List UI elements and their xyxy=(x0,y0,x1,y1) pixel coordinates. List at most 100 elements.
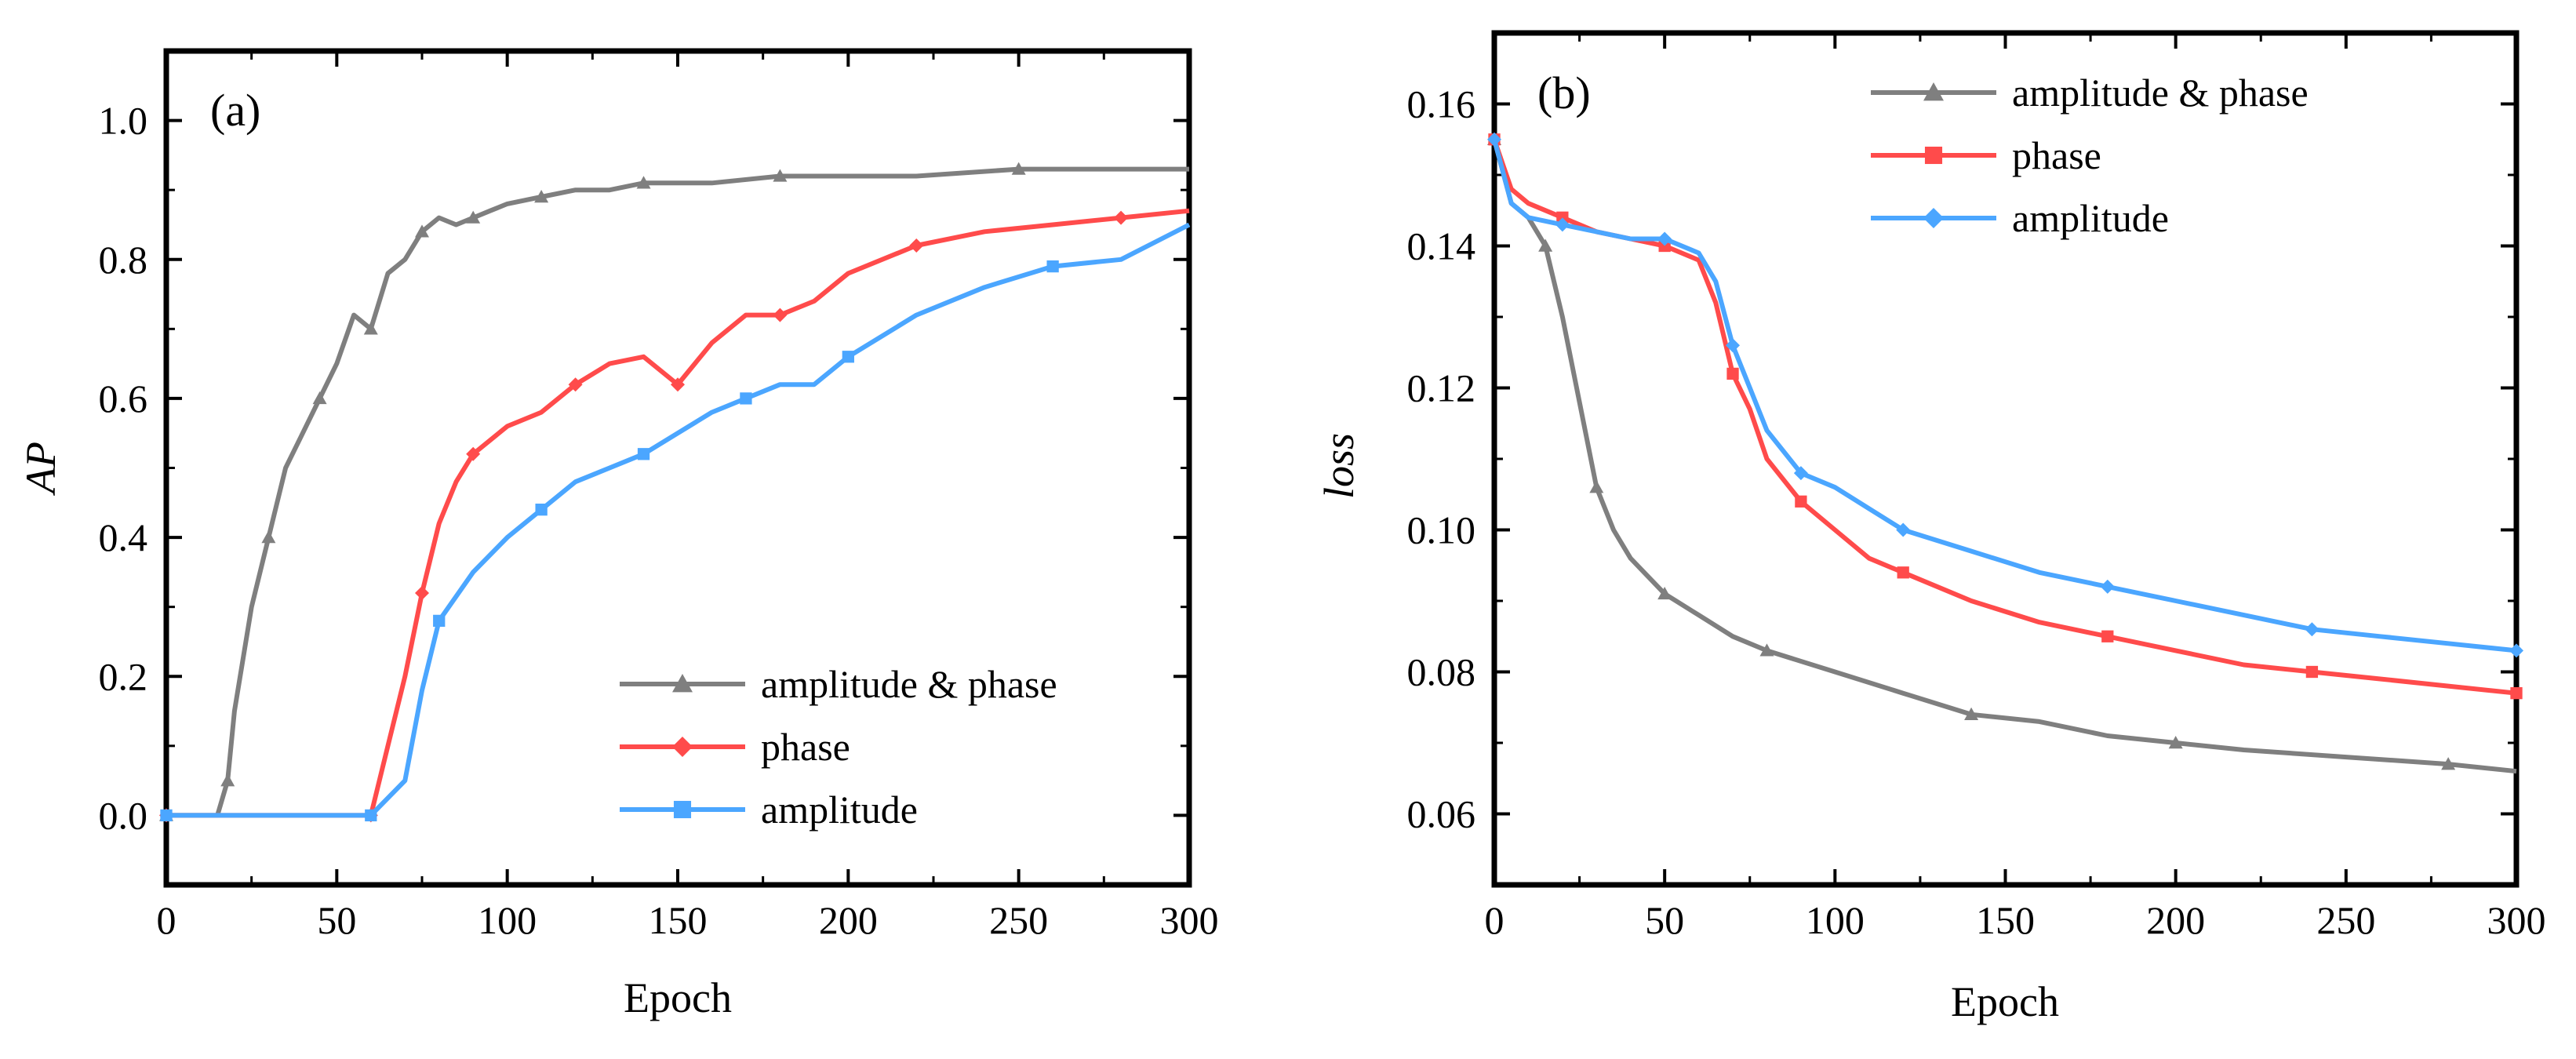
data-point xyxy=(1759,643,1774,657)
data-point xyxy=(1555,217,1570,232)
data-point xyxy=(2509,643,2523,658)
data-point xyxy=(842,351,854,363)
data-point xyxy=(1793,466,1808,481)
data-point xyxy=(1658,239,1671,253)
panel-a-legend: amplitude & phase phase amplitude xyxy=(620,662,1057,832)
x-tick-label: 150 xyxy=(649,898,708,942)
data-point xyxy=(415,224,429,238)
data-point xyxy=(671,377,685,392)
legend-label: amplitude xyxy=(761,788,918,832)
legend-label: amplitude xyxy=(2012,196,2169,240)
y-tick-label: 0.12 xyxy=(1407,366,1476,410)
y-tick-label: 0.10 xyxy=(1407,508,1476,552)
panel-a-ticks: 0 50 100 150 200 250 300 0.0 0.2 0.4 0.6 0.8 1.0 xyxy=(99,49,1219,942)
data-point xyxy=(415,585,429,600)
series-line-amplitude xyxy=(166,222,1191,818)
legend-marker xyxy=(672,737,693,757)
data-point xyxy=(1657,231,1672,246)
data-point xyxy=(1556,211,1569,224)
x-tick-label: 150 xyxy=(1976,898,2035,942)
panel-a-series xyxy=(159,162,1191,823)
data-point xyxy=(1726,367,1739,380)
data-point xyxy=(2101,630,2114,642)
data-point xyxy=(1538,238,1553,252)
data-point xyxy=(1011,162,1026,175)
panel-a-x-axis-title: Epoch xyxy=(624,974,732,1021)
data-point xyxy=(363,322,378,335)
data-point xyxy=(433,614,446,628)
data-point xyxy=(466,210,481,224)
data-point xyxy=(312,391,327,405)
data-point xyxy=(1897,566,1909,579)
legend-label: amplitude & phase xyxy=(2012,71,2309,115)
series-line-phase xyxy=(1492,138,2517,696)
x-tick-label: 300 xyxy=(1160,898,1219,942)
data-point xyxy=(2305,622,2319,637)
data-point xyxy=(261,530,276,544)
data-point xyxy=(2441,757,2456,770)
data-point xyxy=(1964,707,1979,720)
x-tick-label: 50 xyxy=(1645,898,1684,942)
data-point xyxy=(535,504,548,516)
y-tick-label: 1.0 xyxy=(99,99,148,143)
legend-marker xyxy=(672,674,693,693)
data-point xyxy=(773,169,788,182)
data-point xyxy=(365,809,377,822)
panel-b-legend: amplitude & phase phase amplitude xyxy=(1871,71,2309,240)
data-point xyxy=(160,809,173,822)
panel-a-chart: (a) Epoch AP 0 50 100 150 200 250 300 0.0 0.2 0.4… xyxy=(17,48,1219,1021)
data-point xyxy=(568,377,583,392)
legend-label: phase xyxy=(2012,133,2101,177)
series-line-amplitude-phase xyxy=(1492,139,2517,774)
data-point xyxy=(636,176,651,189)
data-point xyxy=(2100,579,2115,594)
data-point xyxy=(1726,338,1741,353)
x-tick-label: 300 xyxy=(2487,898,2546,942)
panel-b-y-axis-title: loss xyxy=(1315,433,1363,499)
data-point xyxy=(1114,210,1129,225)
legend-marker xyxy=(1924,146,1943,165)
series-line-amplitude-phase xyxy=(166,166,1189,818)
legend-label: phase xyxy=(761,725,850,769)
panel-b-label: (b) xyxy=(1537,67,1591,118)
y-tick-label: 0.16 xyxy=(1407,82,1476,126)
data-point xyxy=(1046,260,1059,273)
panel-b-chart: (b) Epoch loss 0 50 100 150 200 250 300 0.06 0.0… xyxy=(1315,30,2546,1025)
y-tick-label: 0.6 xyxy=(99,377,148,420)
data-point xyxy=(1589,480,1604,493)
data-point xyxy=(637,448,650,460)
legend-marker xyxy=(673,800,692,819)
y-tick-label: 0.8 xyxy=(99,238,148,282)
x-tick-label: 250 xyxy=(989,898,1048,942)
data-point xyxy=(2510,687,2523,700)
data-point xyxy=(220,773,235,787)
data-point xyxy=(1487,132,1501,147)
y-tick-label: 0.06 xyxy=(1407,792,1476,836)
x-tick-label: 100 xyxy=(1806,898,1865,942)
data-point xyxy=(534,190,549,203)
legend-marker xyxy=(1923,82,1944,101)
x-tick-label: 200 xyxy=(819,898,878,942)
x-tick-label: 0 xyxy=(157,898,176,942)
panel-a-plot-frame xyxy=(163,48,1192,888)
data-point xyxy=(773,308,788,322)
y-tick-label: 0.08 xyxy=(1407,650,1476,694)
series-line-phase xyxy=(166,208,1190,818)
panel-a-label: (a) xyxy=(210,85,260,136)
x-tick-label: 0 xyxy=(1485,898,1504,942)
x-tick-label: 250 xyxy=(2316,898,2375,942)
data-point xyxy=(466,446,481,461)
y-tick-label: 0.4 xyxy=(99,515,148,559)
data-point xyxy=(909,238,924,253)
data-point xyxy=(740,392,752,405)
data-point xyxy=(1896,522,1911,537)
y-tick-label: 0.2 xyxy=(99,654,148,698)
panel-b-series xyxy=(1487,132,2523,774)
data-point xyxy=(2305,665,2319,679)
x-tick-label: 100 xyxy=(478,898,537,942)
x-tick-label: 50 xyxy=(317,898,356,942)
legend-label: amplitude & phase xyxy=(761,662,1057,706)
panel-a-y-axis-title: AP xyxy=(17,442,64,496)
y-tick-label: 0.0 xyxy=(99,793,148,837)
